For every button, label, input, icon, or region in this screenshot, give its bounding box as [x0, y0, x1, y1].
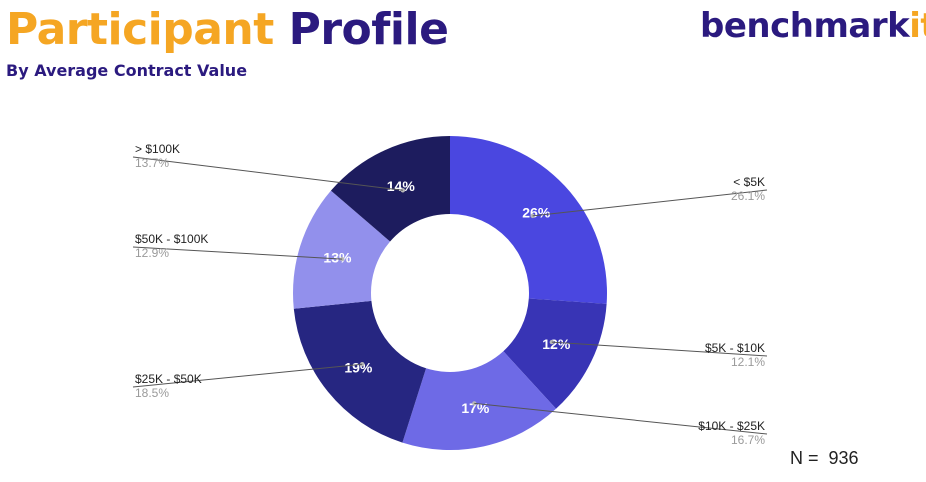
- slice-3: [293, 300, 427, 443]
- title-word-2: Profile: [288, 4, 449, 55]
- callout-category-3: $25K - $50K: [135, 372, 202, 386]
- page-title: Participant Profile: [6, 0, 449, 60]
- callout-dot-2: [472, 401, 477, 406]
- slice-2: [402, 351, 557, 450]
- slice-percent-label-3: 19%: [344, 359, 373, 375]
- sample-size-label: N = 936: [790, 448, 859, 468]
- logo-text: benchmark: [700, 6, 910, 46]
- callout-category-4: $50K - $100K: [135, 232, 208, 246]
- title-word-1: Participant: [6, 4, 274, 55]
- callout-value-3: 18.5%: [135, 386, 169, 400]
- callout-value-2: 16.7%: [731, 433, 765, 447]
- callout-value-5: 13.7%: [135, 156, 169, 170]
- slice-1: [503, 298, 607, 409]
- benchmarkit-logo: benchmarkit: [700, 4, 926, 48]
- slice-percent-label-1: 12%: [542, 336, 571, 352]
- slice-0: [450, 136, 607, 304]
- callout-value-0: 26.1%: [731, 189, 765, 203]
- slice-4: [293, 190, 391, 309]
- callout-category-2: $10K - $25K: [698, 419, 765, 433]
- callout-value-4: 12.9%: [135, 246, 169, 260]
- logo-accent-text: it: [909, 6, 926, 46]
- callout-line-4: [132, 246, 343, 260]
- slice-percent-label-0: 26%: [522, 204, 551, 220]
- callout-category-1: $5K - $10K: [705, 341, 765, 355]
- callout-line-2: [474, 402, 768, 435]
- slice-percent-label-4: 13%: [323, 250, 352, 266]
- slice-percent-label-5: 14%: [387, 178, 416, 194]
- callout-value-1: 12.1%: [731, 355, 765, 369]
- callout-category-0: < $5K: [733, 175, 765, 189]
- callout-line-1: [551, 341, 768, 357]
- callout-line-0: [532, 189, 768, 217]
- page-subtitle: By Average Contract Value: [6, 61, 248, 80]
- callout-line-5: [132, 156, 403, 191]
- callout-line-3: [132, 363, 363, 388]
- callout-category-5: > $100K: [135, 142, 180, 156]
